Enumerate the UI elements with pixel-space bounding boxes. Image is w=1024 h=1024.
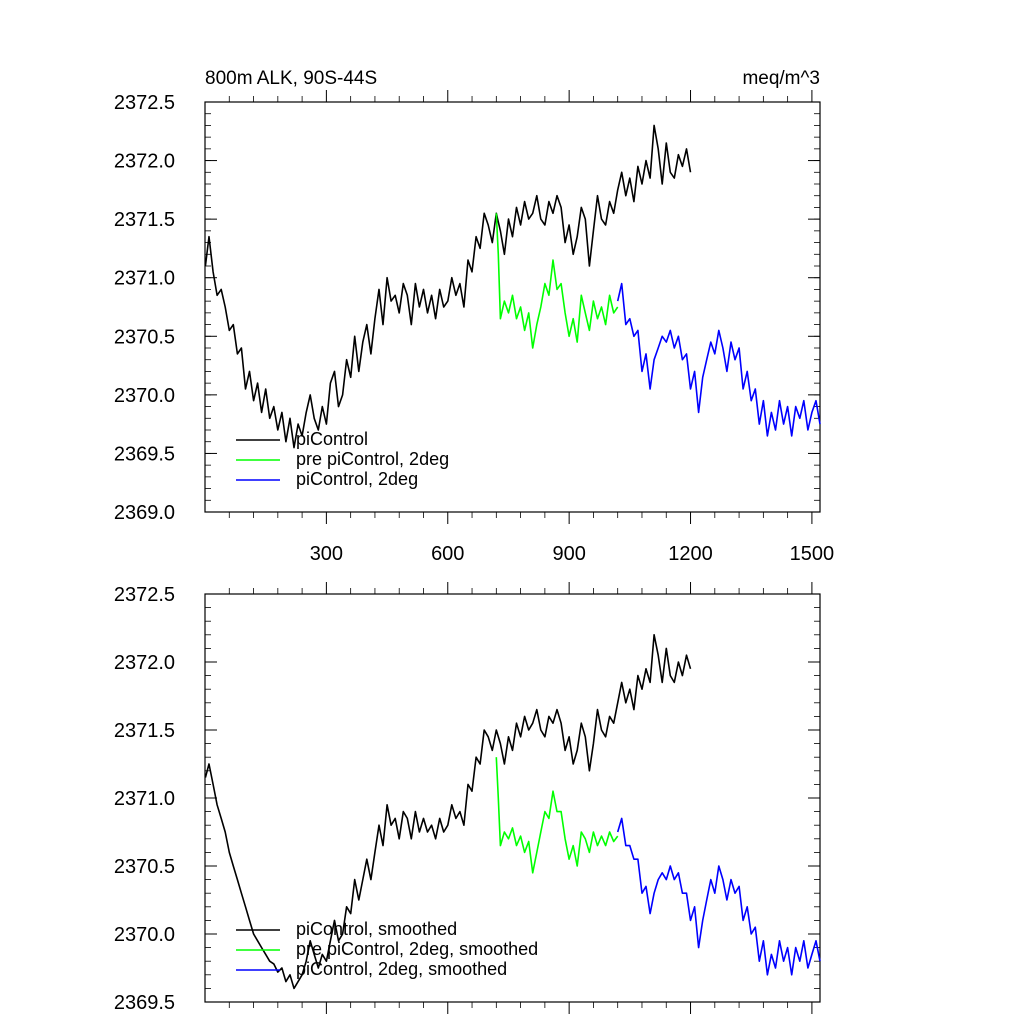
series-line-1: [204, 124, 692, 449]
series-line-1: [204, 633, 692, 990]
y-tick-label: 2369.5: [114, 443, 175, 465]
y-tick-label: 2371.0: [114, 788, 175, 810]
units-label: meq/m^3: [742, 68, 820, 89]
y-tick-label: 2372.0: [114, 151, 175, 173]
x-tick-label: 900: [552, 543, 585, 565]
series-line-3: [616, 817, 821, 976]
y-tick-label: 2371.0: [114, 268, 175, 290]
y-tick-label: 2370.0: [114, 385, 175, 407]
y-tick-label: 2369.0: [114, 502, 175, 524]
y-tick-label: 2372.5: [114, 92, 175, 114]
legend-label: pre piControl, 2deg, smoothed: [296, 939, 538, 959]
y-tick-label: 2370.5: [114, 326, 175, 348]
y-tick-label: 2370.5: [114, 856, 175, 878]
chart-panel-1: 2369.0 2369.5 2370.0 2370.5 2371.0 2371.5 2372…: [114, 68, 834, 565]
chart-title: 800m ALK, 90S-44S: [205, 68, 377, 89]
series-line-2: [495, 757, 619, 874]
y-tick-label: 2372.5: [114, 584, 175, 606]
y-tick-label: 2372.0: [114, 652, 175, 674]
x-tick-label: 1200: [668, 543, 713, 565]
legend-label: piControl, 2deg: [296, 469, 418, 489]
x-tick-label: 600: [431, 543, 464, 565]
y-tick-label: 2369.5: [114, 992, 175, 1014]
legend-label: piControl, smoothed: [296, 919, 457, 939]
legend-label: pre piControl, 2deg: [296, 449, 449, 469]
y-tick-label: 2371.5: [114, 209, 175, 231]
y-tick-label: 2371.5: [114, 720, 175, 742]
legend-label: piControl, 2deg, smoothed: [296, 959, 507, 979]
legend-label: piControl: [296, 429, 368, 449]
plot-frame: [204, 101, 821, 513]
y-tick-label: 2370.0: [114, 924, 175, 946]
chart-panel-2: 2369.5 2370.0 2370.5 2371.0 2371.5 2372.0 2372…: [114, 582, 821, 1014]
series-line-3: [616, 282, 821, 437]
series-line-2: [495, 213, 619, 349]
x-tick-label: 1500: [790, 543, 835, 565]
x-tick-label: 300: [310, 543, 343, 565]
